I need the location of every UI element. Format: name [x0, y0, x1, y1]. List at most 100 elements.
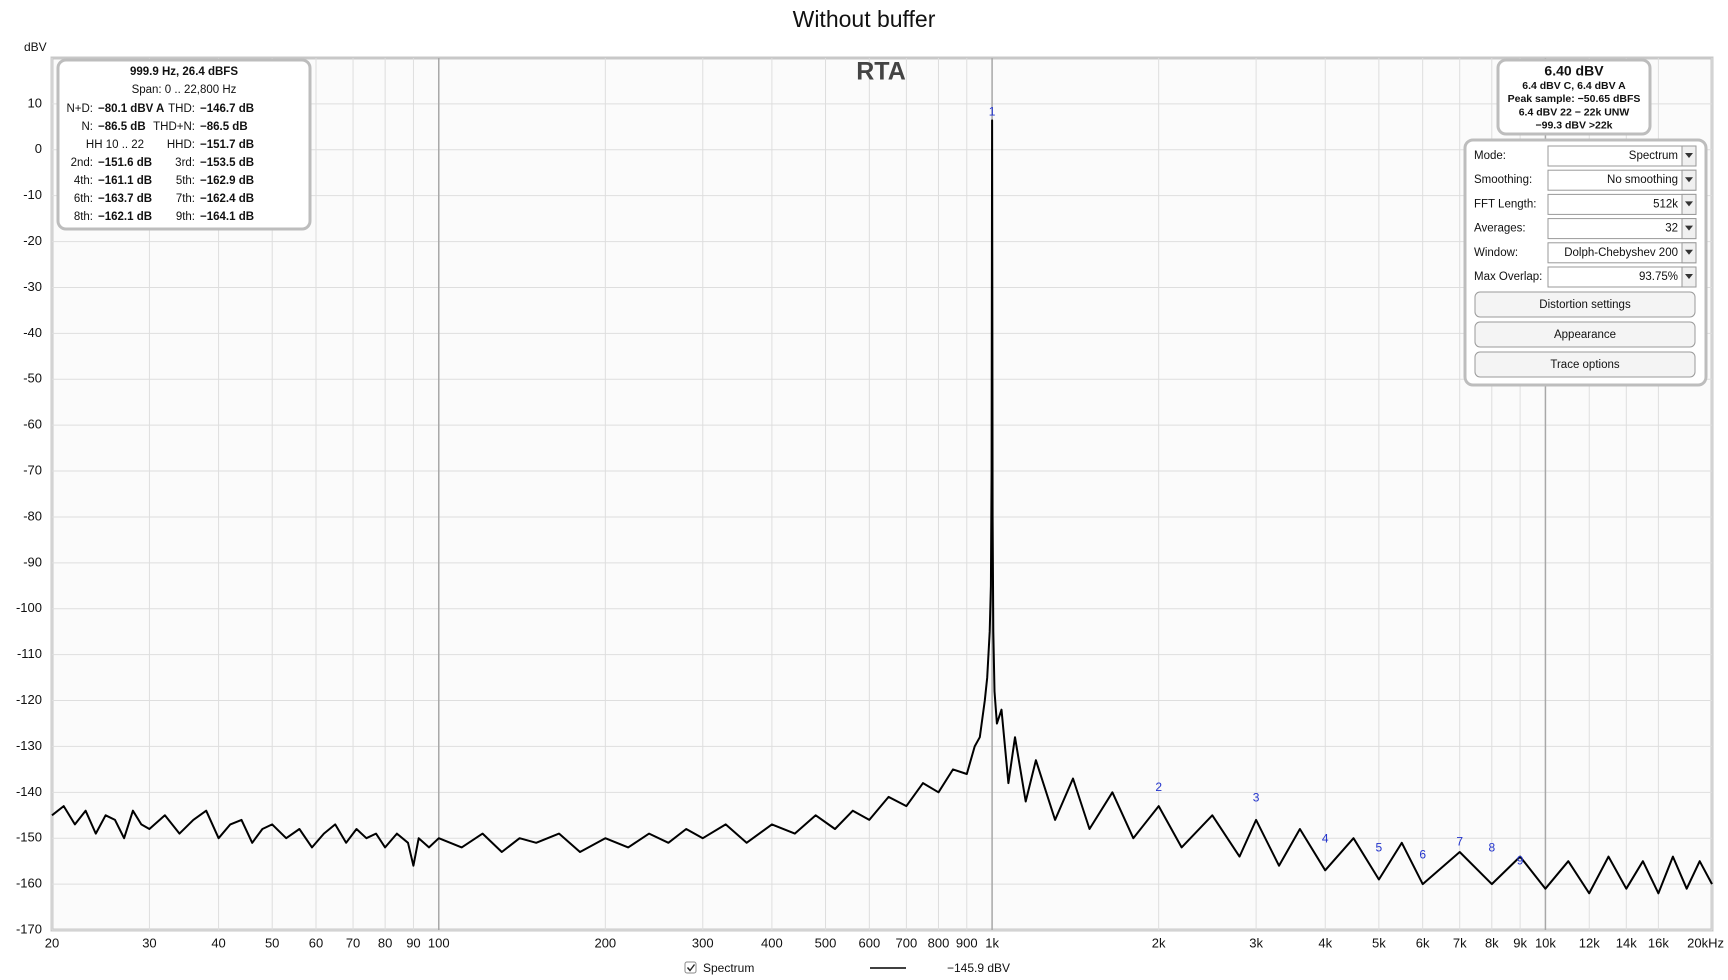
y-tick-label: -60: [23, 417, 42, 432]
x-tick-label: 2k: [1152, 935, 1166, 950]
dropdown-arrow: [1685, 177, 1693, 183]
panel-value: −146.7 dB: [200, 103, 254, 115]
x-tick-label: 7k: [1453, 935, 1467, 950]
x-tick-label: 4k: [1318, 935, 1332, 950]
chart-title: Without buffer: [793, 6, 936, 32]
panel-label: 3rd:: [175, 157, 195, 169]
panel-value: −153.5 dB: [200, 157, 254, 169]
x-tick-label: 1k: [985, 935, 999, 950]
button-label[interactable]: Trace options: [1550, 359, 1619, 371]
harmonic-marker: 4: [1322, 832, 1329, 846]
x-tick-label: 14k: [1616, 935, 1637, 950]
y-tick-label: -140: [16, 784, 42, 799]
x-tick-label: 800: [928, 935, 950, 950]
y-tick-label: 10: [28, 95, 42, 110]
panel-label: 5th:: [176, 175, 195, 187]
dropdown-arrow: [1685, 153, 1693, 158]
panel-value: −86.5 dB: [200, 121, 248, 133]
measurement-panel: [56, 58, 312, 231]
panel-value: −161.1 dB: [98, 175, 152, 187]
setting-value: Spectrum: [1629, 150, 1678, 162]
x-tick-label: 40: [211, 935, 225, 950]
button-label[interactable]: Distortion settings: [1539, 299, 1631, 311]
button-label[interactable]: Appearance: [1554, 329, 1616, 341]
panel-label: HHD:: [167, 139, 195, 151]
harmonic-marker: 2: [1155, 780, 1162, 794]
checkbox[interactable]: [684, 961, 697, 974]
panel-label: 4th:: [74, 175, 93, 187]
x-tick-label: 400: [761, 935, 783, 950]
dropdown-arrow: [1685, 225, 1693, 231]
y-tick-label: -110: [17, 646, 42, 661]
harmonic-marker: 6: [1419, 848, 1426, 862]
x-tick-label: 8k: [1485, 935, 1499, 950]
panel-value: −162.9 dB: [200, 175, 254, 187]
panel-label: 6th:: [74, 193, 93, 205]
setting-value: Dolph-Chebyshev 200: [1564, 247, 1678, 259]
y-tick-label: -170: [16, 921, 42, 936]
panel-label: 2nd:: [71, 157, 93, 169]
setting-value: 32: [1665, 223, 1678, 235]
harmonic-marker: 8: [1488, 841, 1495, 855]
x-tick-label: 9k: [1513, 935, 1527, 950]
y-tick-label: -100: [16, 600, 42, 615]
setting-value: 93.75%: [1639, 271, 1678, 283]
level-line: 6.4 dBV 22 − 22k UNW: [1519, 106, 1630, 118]
y-tick-label: -80: [23, 508, 42, 523]
y-tick-label: -70: [23, 462, 42, 477]
y-tick-label: -10: [23, 187, 42, 202]
y-tick-label: -90: [23, 554, 42, 569]
y-tick-label: -30: [23, 279, 42, 294]
panel-value: −164.1 dB: [200, 211, 254, 223]
y-tick-label: -130: [16, 738, 42, 753]
x-tick-label: 6k: [1416, 935, 1430, 950]
harmonic-marker: 7: [1456, 834, 1463, 848]
harmonic-marker: 5: [1376, 841, 1383, 855]
legend-readout: −145.9 dBV: [947, 961, 1010, 975]
x-tick-label: 50: [265, 935, 279, 950]
checkmark: [686, 964, 696, 972]
level-panel: [1496, 58, 1652, 136]
button[interactable]: [1474, 291, 1696, 318]
x-tick-label: 12k: [1579, 935, 1600, 950]
y-tick-label: 0: [35, 141, 42, 156]
panel-label: 8th:: [74, 211, 93, 223]
level-line: −99.3 dBV >22k: [1535, 120, 1612, 132]
panel-label: THD:: [168, 103, 195, 115]
x-tick-label: 600: [858, 935, 880, 950]
harmonic-marker: 9: [1517, 854, 1524, 868]
setting-value: 512k: [1653, 198, 1678, 210]
panel-label: THD+N:: [153, 121, 195, 133]
panel-line: Span: 0 .. 22,800 Hz: [132, 84, 237, 96]
plot-area: [50, 56, 1714, 932]
level-value: 6.40 dBV: [1544, 63, 1604, 79]
dropdown-arrow: [1685, 274, 1693, 279]
harmonic-marker: 1: [989, 105, 996, 119]
panel-value: −151.7 dB: [200, 139, 254, 151]
x-tick-label: 90: [406, 935, 420, 950]
x-tick-label: 5k: [1372, 935, 1386, 950]
button[interactable]: [1474, 351, 1696, 378]
y-tick-label: -20: [23, 233, 42, 248]
panels: 999.9 Hz, 26.4 dBFS Span: 0 .. 22,800 Hz N…: [66, 63, 1697, 378]
x-tick-label: 20kHz: [1687, 935, 1724, 950]
panel-label: N:: [82, 121, 94, 133]
panel-value: −162.1 dB: [98, 211, 152, 223]
x-tick-label: 700: [896, 935, 918, 950]
grid: [51, 58, 1713, 931]
setting-label: FFT Length:: [1474, 198, 1536, 210]
x-tick-label: 100: [428, 935, 450, 950]
x-tick-label: 70: [346, 935, 360, 950]
panel-value: −162.4 dB: [200, 193, 254, 205]
setting-label: Averages:: [1474, 223, 1526, 235]
x-tick-label: 30: [142, 935, 156, 950]
x-tick-label: 16k: [1648, 935, 1669, 950]
panel-line: 999.9 Hz, 26.4 dBFS: [130, 66, 238, 78]
y-tick-label: -160: [16, 876, 42, 891]
setting-label: Max Overlap:: [1474, 271, 1542, 283]
panel-label: 7th:: [176, 193, 195, 205]
spectrum-line: [51, 119, 1713, 895]
setting-label: Smoothing:: [1474, 174, 1532, 186]
button[interactable]: [1474, 321, 1696, 348]
